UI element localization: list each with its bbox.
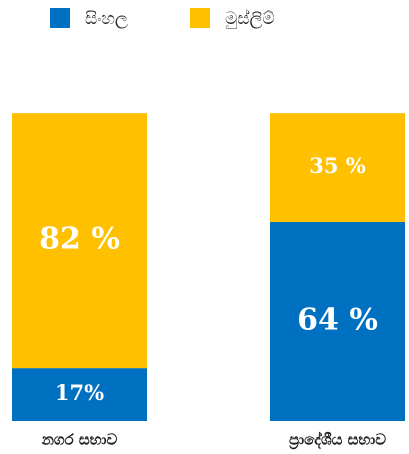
- legend-label: සිංහල: [85, 9, 128, 29]
- data-label: 82 %: [39, 222, 120, 257]
- data-label: 35 %: [309, 153, 366, 178]
- x-tick-label: නගර සභාව: [41, 431, 118, 449]
- bar-segment: [270, 221, 405, 421]
- data-label: 64 %: [297, 302, 378, 337]
- legend-label: මුස්ලිම්: [225, 9, 275, 29]
- legend-swatch: [50, 8, 70, 28]
- x-tick-label: ප්‍රාදේශීය සභාව: [289, 430, 386, 450]
- bar-segment: [270, 113, 405, 222]
- legend-swatch: [190, 8, 210, 28]
- bar-segment: [12, 368, 147, 421]
- bar-segment: [12, 113, 147, 369]
- data-label: 17%: [55, 380, 104, 405]
